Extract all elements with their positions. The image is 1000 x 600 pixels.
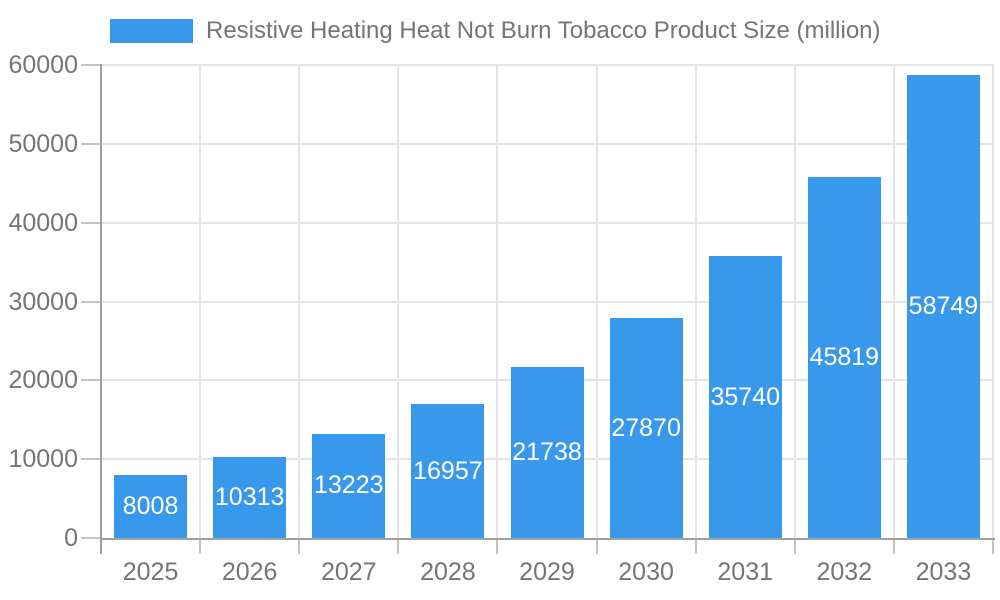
x-axis-tick [298, 540, 301, 554]
bar-value-label: 45819 [809, 342, 880, 371]
y-axis-tick [81, 64, 101, 66]
legend-swatch-icon [110, 19, 193, 43]
bar-value-label: 10313 [214, 482, 285, 511]
x-axis-tick [892, 540, 895, 554]
x-axis-tick [397, 540, 400, 554]
bar-2033[interactable]: 58749 [906, 74, 980, 538]
x-axis-label: 2029 [519, 558, 575, 586]
y-axis-label: 30000 [8, 287, 78, 316]
x-axis-label: 2028 [420, 558, 476, 586]
x-axis-line [100, 538, 995, 540]
gridline-horizontal [101, 64, 993, 66]
bar-2030[interactable]: 27870 [609, 318, 683, 538]
y-axis-tick [81, 300, 101, 303]
gridline-horizontal [101, 142, 993, 145]
gridline-vertical [397, 64, 400, 538]
y-axis-label: 0 [64, 524, 78, 552]
bar-value-label: 27870 [611, 413, 681, 442]
bar-2029[interactable]: 21738 [510, 366, 584, 538]
bar-2026[interactable]: 10313 [213, 456, 287, 538]
gridline-vertical [992, 64, 994, 538]
bar-value-label: 13223 [314, 471, 384, 500]
legend[interactable]: Resistive Heating Heat Not Burn Tobacco … [110, 16, 881, 46]
bar-value-label: 8008 [122, 491, 179, 520]
bar-2028[interactable]: 16957 [411, 404, 485, 538]
gridline-horizontal [101, 221, 993, 224]
y-axis-tick [81, 142, 101, 145]
gridline-vertical [793, 64, 796, 538]
x-axis-tick [496, 540, 499, 554]
y-axis-tick [81, 221, 101, 224]
gridline-vertical [595, 64, 598, 538]
x-axis-tick [595, 540, 598, 554]
x-axis-label: 2031 [717, 558, 774, 586]
y-axis-label: 40000 [8, 208, 78, 237]
y-axis-tick [81, 537, 101, 539]
bar-2031[interactable]: 35740 [708, 256, 782, 538]
gridline-vertical [199, 64, 202, 538]
bar-value-label: 16957 [413, 456, 483, 485]
y-axis-tick [81, 379, 101, 382]
x-axis-label: 2027 [320, 558, 377, 586]
gridline-vertical [892, 64, 895, 538]
x-axis-label: 2026 [221, 558, 278, 586]
x-axis-label: 2030 [618, 558, 674, 586]
y-axis-label: 50000 [8, 129, 78, 158]
bar-2032[interactable]: 45819 [807, 176, 881, 538]
y-axis-label: 60000 [8, 51, 78, 79]
y-axis-tick [81, 458, 101, 461]
gridline-horizontal [101, 300, 993, 303]
x-axis-label: 2025 [122, 558, 179, 586]
bar-value-label: 58749 [908, 291, 979, 320]
y-axis-label: 20000 [8, 366, 78, 395]
x-axis-tick [199, 540, 202, 554]
x-axis-tick [793, 540, 796, 554]
x-axis-label: 2032 [816, 558, 873, 586]
y-axis-line [100, 64, 102, 554]
legend-label: Resistive Heating Heat Not Burn Tobacco … [206, 17, 881, 44]
y-axis-label: 10000 [8, 445, 78, 474]
x-axis-label: 2033 [915, 558, 972, 586]
bar-2027[interactable]: 13223 [312, 433, 386, 538]
bar-value-label: 21738 [512, 437, 582, 466]
x-axis-tick [992, 540, 994, 554]
gridline-vertical [496, 64, 499, 538]
bar-2025[interactable]: 8008 [114, 474, 188, 538]
bar-value-label: 35740 [710, 382, 780, 411]
gridline-vertical [694, 64, 697, 538]
x-axis-tick [694, 540, 697, 554]
gridline-vertical [298, 64, 301, 538]
